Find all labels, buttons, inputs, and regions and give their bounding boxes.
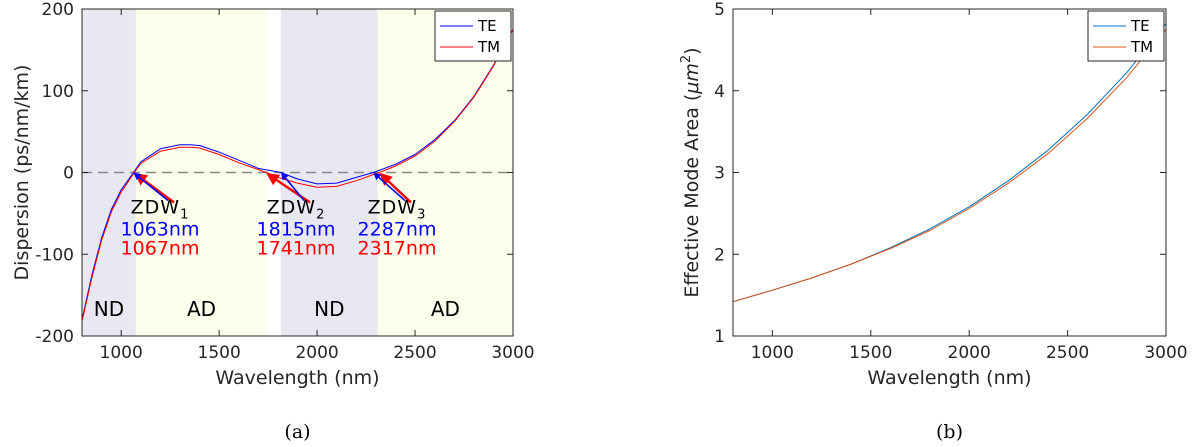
- x-tick-label: 2000: [948, 343, 991, 363]
- zdw-label-sub: 3: [417, 208, 426, 223]
- region-labels: ND AD ND AD: [94, 297, 460, 321]
- legend-box: [1087, 10, 1165, 62]
- x-axis-label-a: Wavelength (nm): [215, 367, 379, 389]
- zdw-label-base: ZDW: [131, 197, 180, 219]
- axis-ticks-a: 1000 1500 2000 2500 3000 -200 -100 0 100 200: [35, 0, 534, 363]
- panel-a: 1000 1500 2000 2500 3000 -200 -100 0 100 200 ND AD…: [11, 0, 535, 443]
- zdw-tm-value: 2317nm: [358, 238, 437, 260]
- region-label: ND: [94, 297, 124, 321]
- zdw-te-value: 1815nm: [257, 219, 336, 241]
- zdw-label-sub: 2: [316, 208, 325, 223]
- zdw-arrow-te: [280, 172, 305, 201]
- axis-ticks-b: 1000 1500 2000 2500 3000 1 2 3 4 5: [714, 0, 1187, 363]
- caption-b: (b): [936, 421, 963, 443]
- x-tick-label: 2500: [1046, 343, 1089, 363]
- zdw-arrow-te: [373, 172, 406, 202]
- legend-a: TE TM: [434, 10, 512, 62]
- x-tick-label: 2500: [393, 343, 436, 363]
- panel-b: 1000 1500 2000 2500 3000 1 2 3 4 5 TE TM Wavelengt…: [679, 0, 1188, 443]
- legend-label: TE: [477, 17, 497, 35]
- x-tick-label: 3000: [491, 343, 534, 363]
- region-label: AD: [431, 297, 460, 321]
- y-tick-label: 100: [42, 82, 74, 102]
- x-tick-label: 2000: [295, 343, 338, 363]
- legend-label: TM: [1130, 38, 1153, 56]
- zdw-arrow-tm: [379, 172, 412, 204]
- y-axis-label-b: Effective Mode Area (μm2): [679, 47, 703, 297]
- zdw-te-value: 2287nm: [358, 219, 437, 241]
- legend-box: [434, 10, 512, 62]
- caption-a: (a): [284, 421, 310, 443]
- zdw-label: ZDW2: [267, 197, 326, 223]
- y-tick-label: 200: [42, 0, 74, 20]
- legend-label: TM: [477, 38, 500, 56]
- dispersion-lines: [81, 29, 514, 322]
- x-tick-label: 1000: [751, 343, 794, 363]
- series-line-tm: [81, 29, 514, 322]
- zdw-arrow-tm: [266, 173, 311, 204]
- zdw-label-base: ZDW: [368, 197, 417, 219]
- y-tick-label: 0: [63, 164, 74, 184]
- zdw-tm-value: 1741nm: [257, 238, 336, 260]
- y-tick-label: 4: [714, 82, 725, 102]
- legend-label: TE: [1130, 17, 1150, 35]
- y-tick-label: 5: [714, 0, 725, 20]
- x-tick-label: 1500: [849, 343, 892, 363]
- x-tick-label: 3000: [1144, 343, 1187, 363]
- x-tick-label: 1500: [198, 343, 241, 363]
- mode-area-lines: [732, 23, 1167, 303]
- y-tick-label: -100: [35, 245, 74, 265]
- x-tick-label: 1000: [100, 343, 143, 363]
- y-tick-label: 2: [714, 245, 725, 265]
- zdw-arrow-te: [133, 172, 169, 202]
- y-axis-label-b-end: ): [681, 47, 703, 54]
- region-label: ND: [314, 297, 344, 321]
- y-tick-label: 3: [714, 164, 725, 184]
- series-line-te: [81, 29, 514, 320]
- zdw-label-sub: 1: [180, 208, 189, 223]
- region-label: AD: [187, 297, 216, 321]
- y-tick-label: 1: [714, 327, 725, 347]
- zdw-label-base: ZDW: [267, 197, 316, 219]
- zdw-te-value: 1063nm: [121, 219, 200, 241]
- zdw-label: ZDW1: [131, 197, 190, 223]
- zdw-annotations: ZDW11063nm1067nmZDW21815nm1741nmZDW32287…: [121, 197, 437, 260]
- y-tick-label: -200: [35, 327, 74, 347]
- x-axis-label-b: Wavelength (nm): [867, 367, 1031, 389]
- series-line-tm: [732, 29, 1167, 303]
- zdw-arrows: [133, 172, 412, 204]
- zdw-tm-value: 1067nm: [121, 238, 200, 260]
- legend-b: TE TM: [1087, 10, 1165, 62]
- y-axis-label-b-main: Effective Mode Area (: [681, 94, 703, 298]
- y-axis-label-b-sup: 2: [679, 55, 694, 63]
- series-line-te: [732, 23, 1167, 303]
- y-axis-label-b-unit: μm: [681, 63, 703, 95]
- y-axis-label-a: Dispersion (ps/nm/km): [11, 65, 33, 281]
- zdw-label: ZDW3: [368, 197, 427, 223]
